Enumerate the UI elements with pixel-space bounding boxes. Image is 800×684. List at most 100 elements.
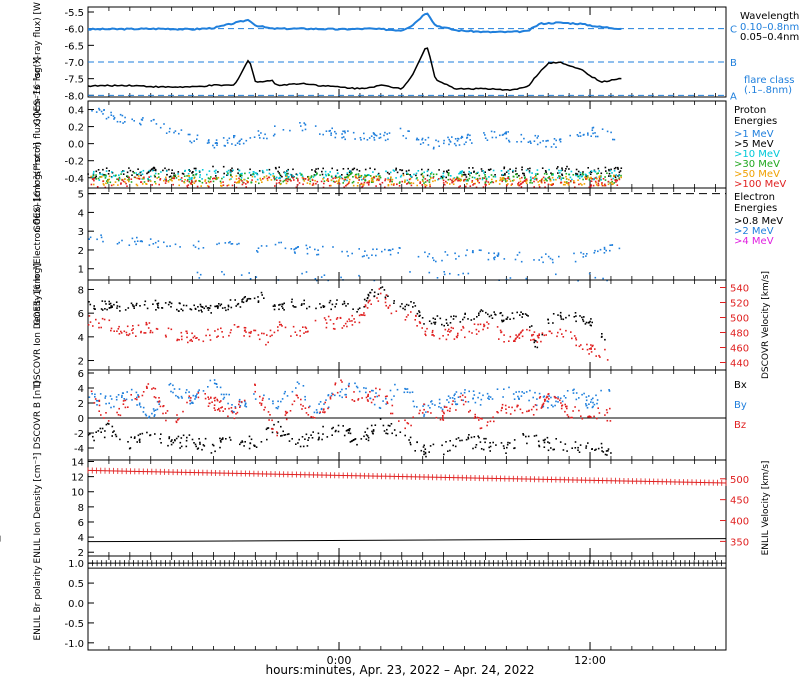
data-point [244,441,246,443]
data-point [195,167,197,170]
data-point [393,302,395,304]
data-point [330,175,333,178]
data-point [476,316,478,318]
data-point [447,178,450,181]
data-point [598,354,600,357]
data-point [260,179,262,181]
data-point [426,179,429,182]
data-point [406,391,409,393]
data-point [327,407,329,410]
y-tick-label: 8 [78,503,84,514]
data-point [228,178,231,181]
data-point [435,260,437,263]
data-point [385,403,387,405]
data-point [168,130,171,133]
data-point [409,177,412,180]
data-point [499,329,502,332]
data-point [364,179,366,182]
data-point [480,448,483,450]
data-point [408,181,410,184]
data-point [282,430,284,433]
data-point [521,412,524,414]
data-point [401,180,403,183]
data-point [182,434,185,437]
data-point [590,401,592,403]
data-point [92,172,95,175]
data-point [180,129,183,131]
legend-item: By [734,400,747,411]
data-point [585,403,587,405]
data-point [167,444,169,447]
data-point [539,396,542,398]
y2-axis-label: DSCOVR Velocity [km/s] [761,271,771,379]
data-point [108,307,111,309]
data-point [287,172,289,175]
data-point [285,179,287,181]
data-point [274,166,277,169]
data-point [520,133,523,136]
data-point [494,174,496,176]
data-point [307,439,309,441]
series-density [88,286,606,349]
x-tick-label: 0:00 [327,654,352,667]
data-point [456,334,459,337]
data-point [142,117,144,119]
data-point [447,330,449,332]
data-point [370,181,373,183]
data-point [475,333,478,335]
data-point [279,323,281,326]
data-point [273,308,276,311]
data-point [302,183,304,186]
data-point [295,387,297,389]
data-point [198,338,200,341]
data-point [294,331,297,333]
data-point [532,338,534,341]
data-point [309,405,311,408]
data-point [575,398,578,401]
data-point [457,274,460,276]
data-point [128,167,130,169]
data-point [100,326,102,329]
data-point [255,446,258,448]
data-point [523,172,525,175]
data-point [348,318,350,320]
data-point [574,447,577,449]
data-point [87,434,90,436]
data-point [423,171,425,174]
legend-title: Wavelength [740,11,799,22]
data-point [268,419,270,421]
data-point [157,304,159,307]
data-point [389,178,391,181]
data-point [618,178,621,181]
data-point [210,176,212,178]
data-point [528,170,531,172]
data-point [307,179,310,181]
data-point [263,332,265,335]
data-point [426,174,429,177]
data-point [137,177,140,180]
data-point [219,439,222,442]
data-point [430,322,433,325]
data-point [132,325,134,327]
data-point [428,253,431,255]
data-point [346,183,349,186]
data-point [517,395,519,398]
data-point [465,180,468,182]
data-point [164,334,167,337]
data-point [301,129,304,132]
data-point [130,388,133,391]
data-point [306,445,309,447]
data-point [147,180,150,182]
data-point [267,427,270,429]
data-point [279,174,282,177]
data-point [138,178,141,180]
data-point [533,140,536,142]
data-point [302,405,304,407]
data-point [457,396,460,398]
data-point [529,181,531,184]
data-point [176,339,178,342]
data-point [471,180,474,182]
data-point [113,117,116,119]
data-point [561,173,563,176]
data-point [588,395,590,397]
